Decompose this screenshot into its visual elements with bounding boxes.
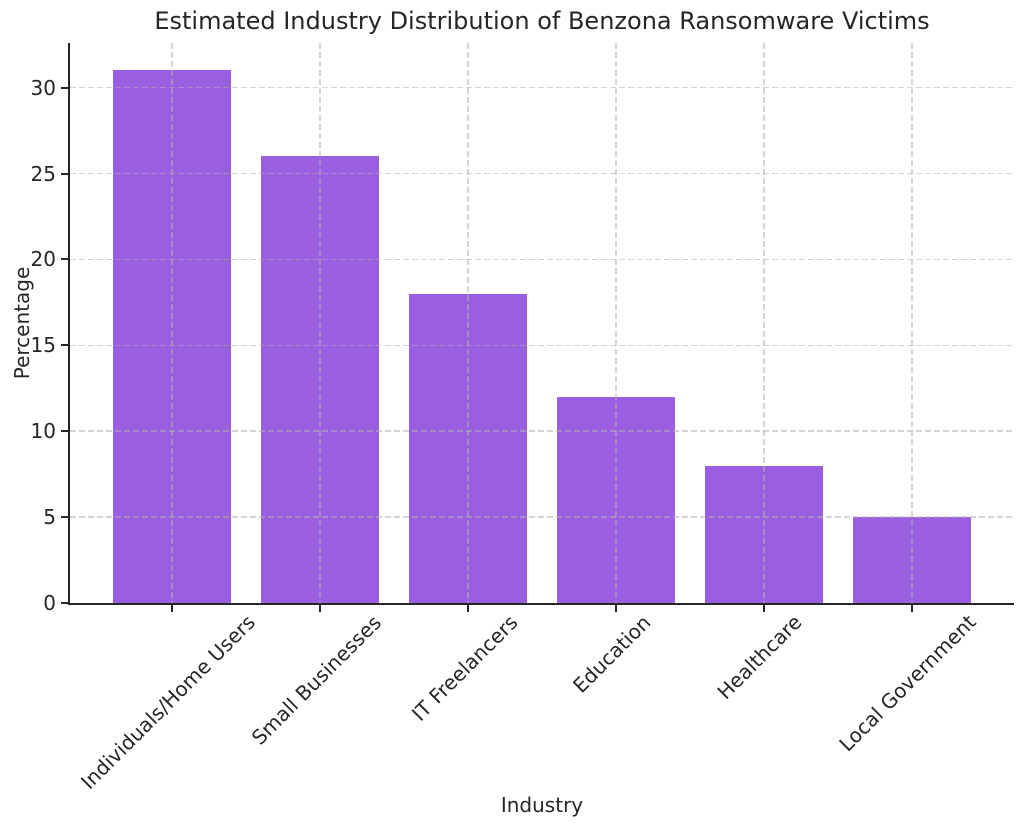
y-gridline [911, 43, 913, 603]
x-gridline [70, 258, 1014, 261]
x-tick-label: Small Businesses [246, 610, 386, 750]
y-tick-label: 30 [30, 75, 56, 100]
y-axis-spine [68, 43, 70, 605]
x-gridline [70, 344, 1014, 347]
y-tick-mark [61, 430, 68, 433]
y-tick-label: 5 [43, 505, 56, 530]
x-gridline [70, 172, 1014, 175]
y-tick-label: 10 [30, 419, 56, 444]
y-gridline [319, 43, 321, 603]
chart-title: Estimated Industry Distribution of Benzo… [154, 7, 930, 35]
y-tick-label: 25 [30, 161, 56, 186]
x-gridline [70, 430, 1014, 432]
x-axis-spine [68, 603, 1014, 605]
x-tick-mark [171, 605, 174, 612]
x-gridline [70, 516, 1014, 518]
y-tick-label: 20 [30, 247, 56, 272]
y-tick-label: 15 [30, 333, 56, 358]
x-tick-label: Individuals/Home Users [76, 609, 261, 794]
x-tick-mark [467, 605, 470, 612]
x-tick-mark [910, 605, 913, 612]
y-gridline [171, 43, 173, 603]
y-gridline [467, 43, 469, 603]
y-tick-mark [61, 258, 68, 261]
x-tick-label: Healthcare [712, 609, 807, 705]
x-axis-title: Industry [500, 793, 584, 817]
y-tick-label: 0 [43, 591, 56, 615]
x-tick-mark [319, 605, 322, 612]
y-gridline [615, 43, 617, 603]
y-tick-mark [61, 172, 68, 175]
x-gridline [70, 86, 1014, 89]
y-tick-mark [61, 602, 68, 604]
y-gridline [763, 43, 765, 603]
x-tick-mark [614, 605, 617, 612]
x-tick-mark [762, 605, 765, 612]
y-tick-mark [61, 344, 68, 347]
y-axis-title: Percentage [10, 266, 34, 380]
x-tick-label: Education [568, 610, 656, 698]
y-tick-mark [61, 86, 68, 89]
x-tick-label: Local Government [834, 610, 982, 757]
y-tick-mark [61, 516, 68, 519]
x-tick-label: IT Freelancers [406, 609, 522, 726]
